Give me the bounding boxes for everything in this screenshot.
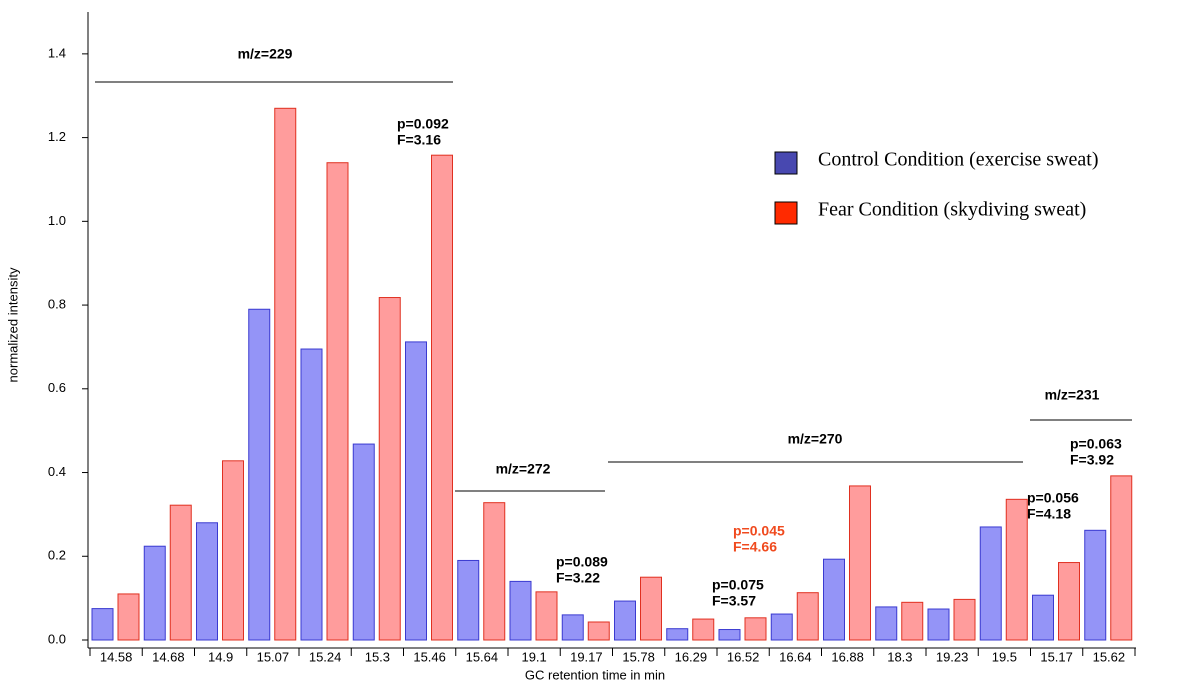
bar	[823, 558, 845, 641]
y-tick-label: 0.2	[48, 548, 66, 563]
x-tick-label: 15.64	[466, 649, 499, 664]
bar	[640, 576, 662, 641]
y-tick-label: 1.0	[48, 213, 66, 228]
x-tick-label: 14.68	[152, 649, 185, 664]
bar	[169, 504, 192, 641]
legend-swatch	[774, 201, 798, 225]
bar	[666, 628, 689, 641]
bar	[744, 617, 767, 641]
stat-annotation: p=0.056	[1027, 490, 1079, 506]
bar	[352, 443, 375, 641]
bar	[274, 107, 297, 641]
x-tick-label: 19.1	[521, 649, 546, 664]
x-tick-label: 15.07	[257, 649, 290, 664]
x-tick-label: 16.52	[727, 649, 760, 664]
stat-annotation: F=3.16	[397, 132, 441, 148]
bar	[222, 460, 244, 641]
bar	[718, 629, 741, 641]
group-label: m/z=231	[1045, 387, 1100, 403]
legend-label: Control Condition (exercise sweat)	[818, 149, 1099, 171]
group-label: m/z=272	[496, 461, 551, 477]
y-tick-label: 1.2	[48, 129, 66, 144]
bar	[770, 613, 793, 641]
bar	[796, 592, 819, 641]
x-tick-label: 19.5	[992, 649, 1017, 664]
bar	[901, 601, 924, 641]
bar	[561, 614, 584, 641]
stat-annotation: F=3.57	[712, 593, 756, 609]
x-tick-label: 19.23	[936, 649, 969, 664]
bar	[91, 608, 114, 641]
x-axis-title: GC retention time in min	[525, 667, 665, 682]
bar	[326, 162, 349, 641]
y-tick-label: 0.4	[48, 464, 66, 479]
bar	[378, 297, 401, 641]
bar	[248, 308, 271, 641]
stat-annotation: p=0.092	[397, 116, 449, 132]
y-axis-title: normalized intensity	[5, 267, 20, 382]
stat-annotation: F=4.18	[1027, 506, 1071, 522]
x-tick-label: 15.24	[309, 649, 342, 664]
x-tick-label: 15.78	[622, 649, 655, 664]
stat-annotation: F=3.92	[1070, 452, 1114, 468]
bar	[979, 526, 1002, 641]
group-label: m/z=270	[788, 431, 843, 447]
x-tick-label: 15.62	[1093, 649, 1126, 664]
x-tick-label: 18.3	[887, 649, 912, 664]
bar	[587, 621, 610, 641]
x-tick-label: 14.9	[208, 649, 233, 664]
bar	[535, 591, 558, 641]
bar	[1110, 475, 1133, 641]
bar	[483, 502, 506, 641]
y-tick-label: 0.6	[48, 380, 66, 395]
stat-annotation: p=0.089	[556, 554, 608, 570]
bar	[927, 608, 950, 641]
x-tick-label: 19.17	[570, 649, 603, 664]
legend-label: Fear Condition (skydiving sweat)	[818, 199, 1086, 221]
x-tick-label: 14.58	[100, 649, 133, 664]
x-tick-label: 16.29	[675, 649, 708, 664]
legend-swatch	[774, 151, 798, 175]
bar	[953, 598, 976, 641]
bar	[1032, 594, 1054, 641]
stat-annotation: F=3.22	[556, 570, 600, 586]
bar	[849, 485, 871, 641]
bar	[300, 348, 323, 641]
bar	[614, 600, 636, 641]
bar	[405, 341, 427, 641]
group-label: m/z=229	[238, 46, 293, 62]
x-tick-label: 16.64	[779, 649, 812, 664]
x-tick-label: 16.88	[831, 649, 864, 664]
y-tick-label: 0.8	[48, 297, 66, 312]
bar	[117, 593, 140, 641]
stat-annotation: p=0.045	[733, 523, 785, 539]
y-tick-label: 1.4	[48, 45, 66, 60]
x-tick-label: 15.46	[413, 649, 446, 664]
bar	[692, 618, 715, 641]
bar	[196, 522, 218, 641]
bar	[143, 545, 166, 641]
bar	[509, 580, 532, 641]
bar	[431, 154, 453, 641]
bar	[457, 559, 480, 641]
bar	[875, 606, 898, 641]
x-tick-label: 15.17	[1040, 649, 1073, 664]
stat-annotation: p=0.063	[1070, 436, 1122, 452]
stat-annotation: p=0.075	[712, 577, 764, 593]
stat-annotation: F=4.66	[733, 539, 777, 555]
bar	[1058, 562, 1080, 641]
bar	[1084, 529, 1107, 641]
x-tick-label: 15.3	[365, 649, 390, 664]
y-tick-label: 0.0	[48, 631, 66, 646]
bar	[1005, 498, 1028, 641]
